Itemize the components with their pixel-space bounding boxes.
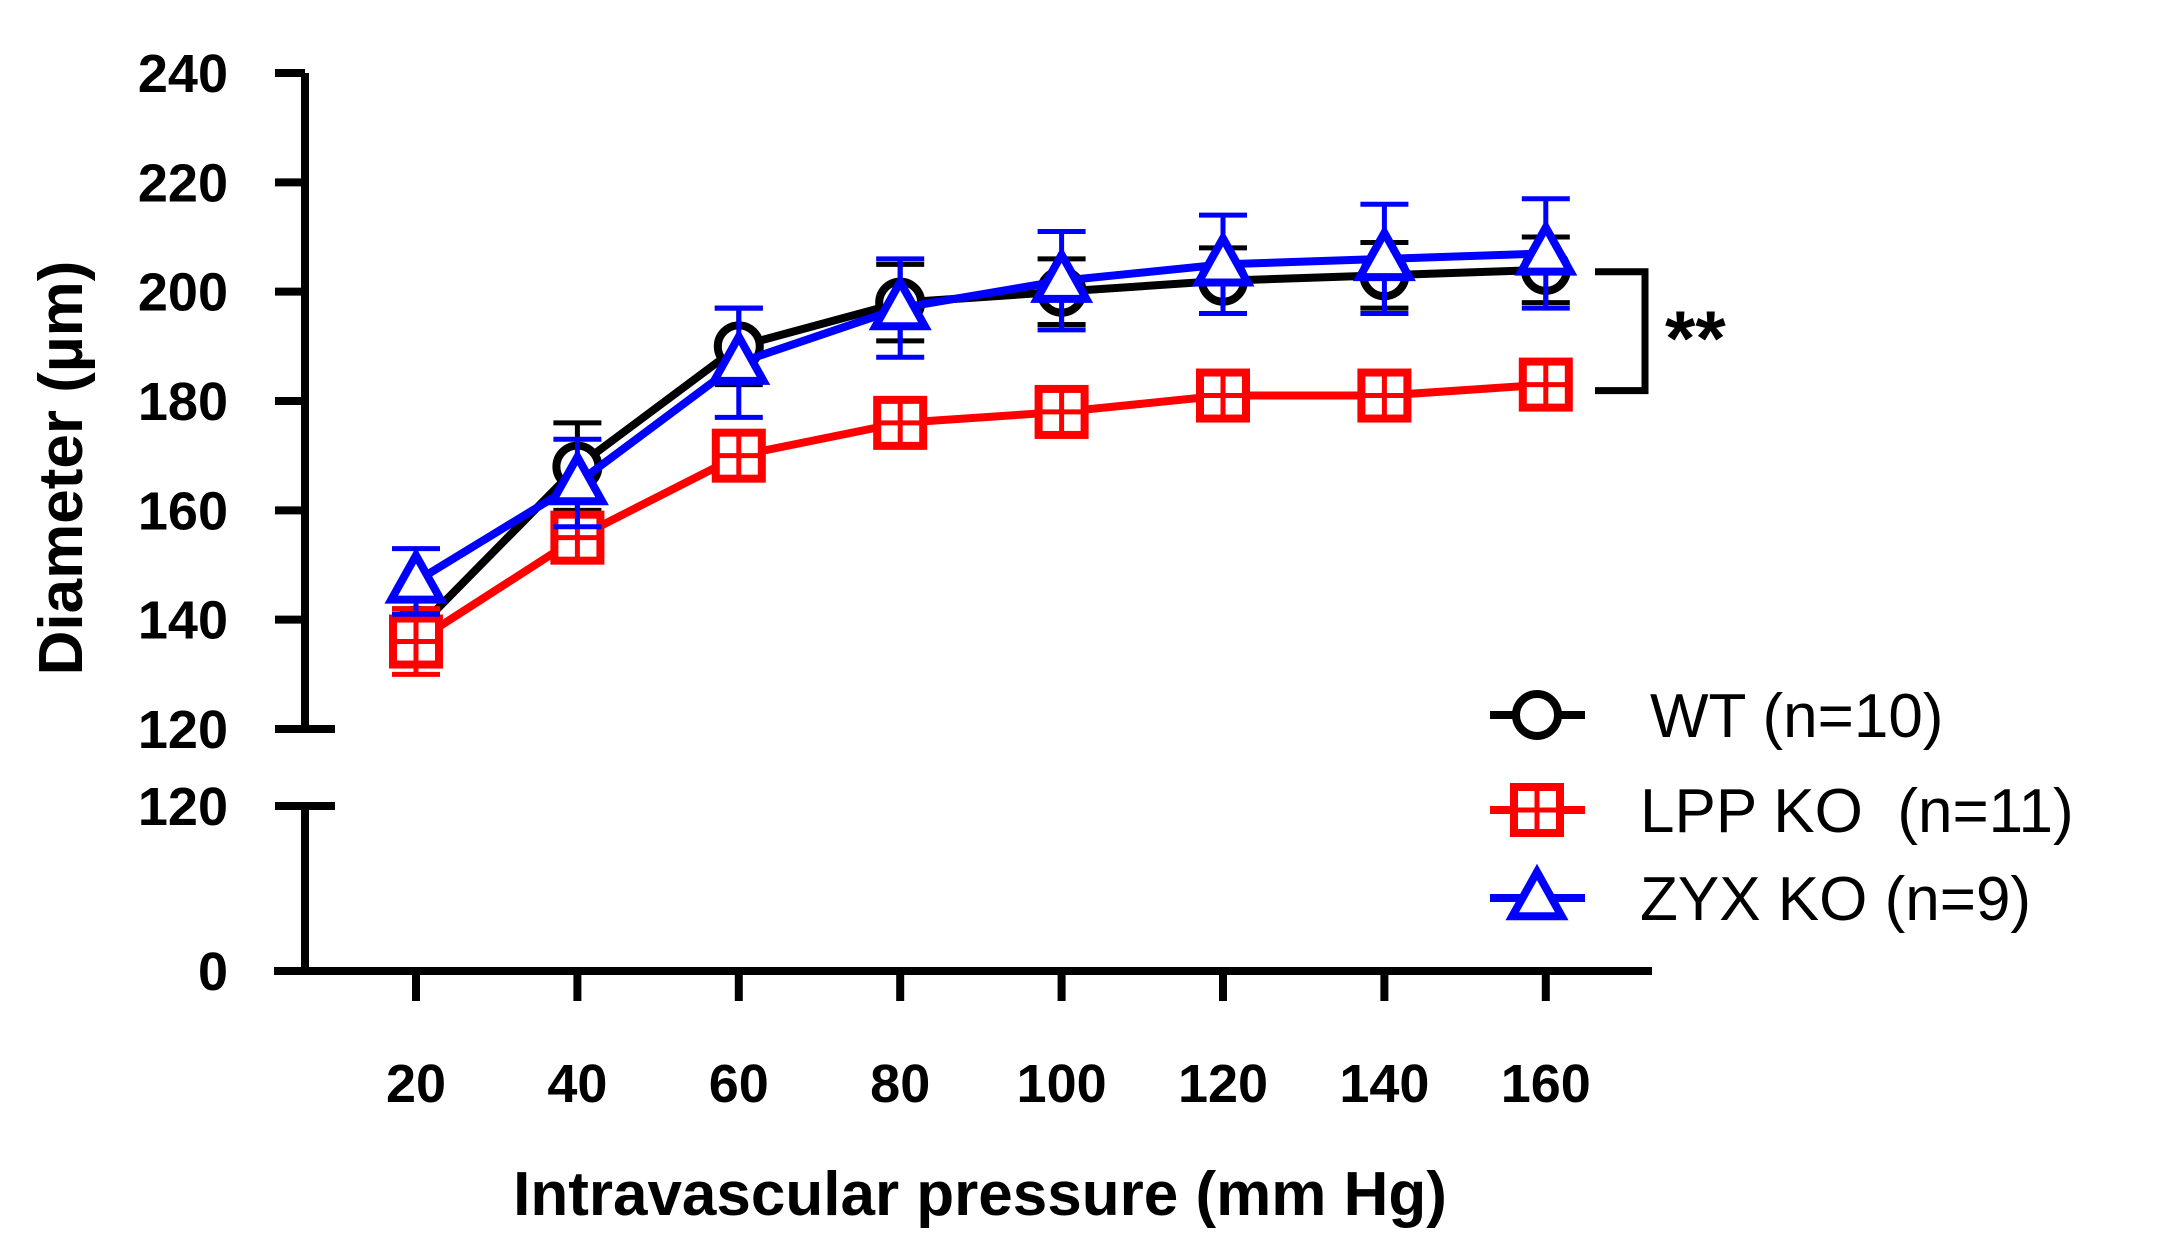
data-point <box>711 428 766 483</box>
legend-marker <box>1510 783 1564 837</box>
x-tick-label: 20 <box>386 1054 446 1114</box>
y-tick-label: 160 <box>138 481 228 541</box>
data-point <box>1196 368 1250 423</box>
x-tick-label: 160 <box>1501 1054 1591 1114</box>
bracket-line <box>1595 268 1649 395</box>
y-upper-ticks: 120 140 160 180 200 220 240 <box>138 44 335 760</box>
y-tick-label: 0 <box>198 942 228 1002</box>
data-point <box>1191 230 1255 287</box>
y-tick-label: 200 <box>138 263 228 323</box>
y-lower-ticks: 0 120 <box>138 777 335 1002</box>
legend-item-1: LPP KO (n=11) <box>1490 777 2074 846</box>
y-tick-label: 120 <box>138 700 228 760</box>
legend-marker <box>1505 863 1569 921</box>
y-axis-title: Diameter (µm) <box>27 261 96 676</box>
y-tick-label: 140 <box>138 591 228 651</box>
legend-label: ZYX KO (n=9) <box>1640 865 2031 934</box>
x-tick-label: 140 <box>1339 1054 1429 1114</box>
data-point <box>545 448 609 506</box>
series-layer <box>384 196 1578 677</box>
legend-label: WT (n=10) <box>1650 682 1943 751</box>
x-tick-label: 60 <box>709 1054 769 1114</box>
significance-bracket <box>1595 268 1649 395</box>
y-tick-label: 120 <box>138 777 228 837</box>
legend-marker <box>1512 690 1562 740</box>
x-tick-label: 40 <box>547 1054 607 1114</box>
x-axis-title: Intravascular pressure (mm Hg) <box>513 1160 1447 1229</box>
series-line <box>413 249 1546 585</box>
x-ticks: 20 40 60 80 100 120 140 160 <box>386 971 1591 1114</box>
data-point <box>873 395 928 450</box>
legend-item-2: ZYX KO (n=9) <box>1490 863 2031 934</box>
data-point <box>384 547 448 604</box>
series-1 <box>389 357 1573 677</box>
data-point <box>1518 357 1573 412</box>
legend-item-0: WT (n=10) <box>1490 682 1943 751</box>
axes <box>274 73 1652 975</box>
legend: WT (n=10) LPP KO (n=11) ZYX KO (n=9) <box>1490 682 2074 934</box>
legend-label: LPP KO (n=11) <box>1640 777 2074 846</box>
data-point <box>1357 368 1412 423</box>
y-tick-label: 220 <box>138 153 228 213</box>
data-point <box>868 273 932 331</box>
data-point <box>1352 224 1416 282</box>
data-point <box>1514 219 1578 276</box>
data-point <box>1034 384 1089 439</box>
data-point <box>389 614 443 669</box>
data-point <box>1030 246 1094 303</box>
x-tick-label: 80 <box>870 1054 930 1114</box>
data-point <box>707 328 771 385</box>
y-tick-label: 180 <box>138 372 228 432</box>
significance-label: ** <box>1665 294 1726 382</box>
x-tick-label: 120 <box>1178 1054 1268 1114</box>
series-0 <box>391 234 1571 656</box>
y-tick-label: 240 <box>138 44 228 104</box>
x-tick-label: 100 <box>1017 1054 1107 1114</box>
series-2 <box>384 196 1578 617</box>
